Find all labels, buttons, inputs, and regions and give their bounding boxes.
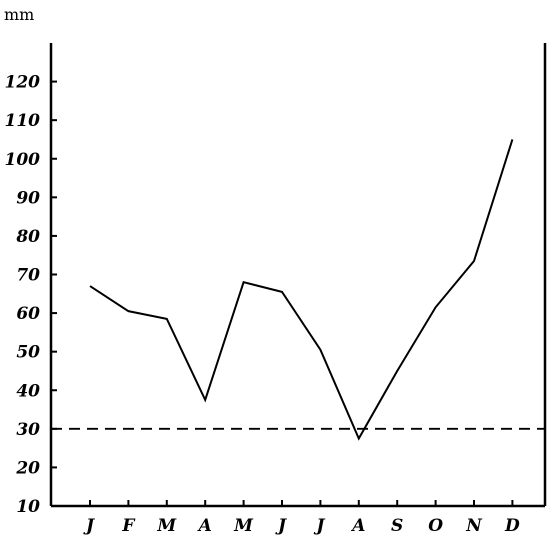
y-tick-label: 110 [5, 111, 41, 131]
y-tick-label: 80 [15, 227, 40, 247]
y-tick-label: 60 [16, 304, 40, 324]
axes-frame [49, 43, 547, 508]
y-tick-label: 90 [16, 188, 40, 208]
y-axis-ticks: 10 20 30 40 50 60 70 80 90 100 110 120 [5, 73, 57, 517]
y-tick-label: 20 [15, 458, 40, 478]
y-axis-unit-label: mm [4, 5, 34, 24]
x-tick-label: J [313, 516, 325, 536]
y-tick-label: 120 [5, 73, 41, 93]
series-line [89, 139, 514, 441]
y-tick-label: 40 [16, 381, 40, 401]
y-tick-label: 100 [5, 150, 41, 170]
series-group [89, 139, 514, 441]
x-tick-label: J [275, 516, 287, 536]
x-tick-label: O [428, 516, 443, 536]
x-tick-label: F [121, 516, 136, 536]
y-tick-label: 50 [16, 343, 40, 363]
x-tick-label: J [83, 516, 95, 536]
x-tick-label: N [465, 516, 483, 536]
x-tick-label: A [197, 516, 212, 536]
x-tick-label: M [156, 516, 177, 536]
x-tick-label: D [504, 516, 520, 536]
y-tick-label: 30 [16, 420, 40, 440]
y-tick-label: 10 [16, 497, 40, 517]
x-tick-label: M [233, 516, 254, 536]
x-tick-label: A [350, 516, 365, 536]
x-tick-label: S [391, 516, 403, 536]
y-tick-label: 70 [16, 266, 40, 286]
